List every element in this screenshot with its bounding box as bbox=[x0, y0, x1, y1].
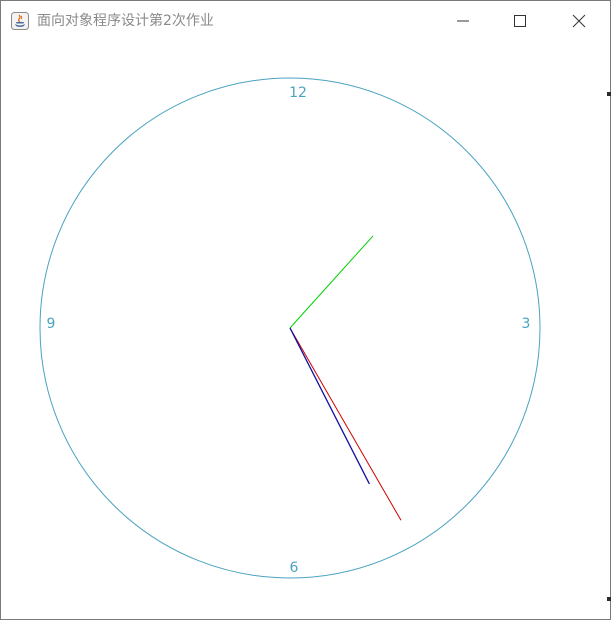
maximize-button[interactable] bbox=[497, 1, 543, 41]
clock-label-3: 3 bbox=[522, 316, 531, 332]
clock-label-12: 12 bbox=[289, 85, 307, 101]
right-edge-mark bbox=[607, 92, 611, 96]
close-icon bbox=[572, 14, 586, 28]
minute-hand bbox=[289, 327, 370, 485]
clock-face bbox=[39, 77, 541, 579]
hour-hand bbox=[289, 235, 374, 329]
maximize-icon bbox=[514, 15, 526, 27]
clock-label-6: 6 bbox=[290, 560, 299, 576]
title-bar[interactable]: 面向对象程序设计第2次作业 bbox=[1, 1, 610, 41]
second-hand bbox=[289, 327, 402, 521]
close-button[interactable] bbox=[556, 1, 602, 41]
java-app-icon bbox=[11, 12, 29, 30]
clock-label-9: 9 bbox=[47, 316, 56, 332]
minimize-icon bbox=[457, 20, 469, 22]
window-title: 面向对象程序设计第2次作业 bbox=[37, 13, 214, 29]
right-edge-mark-bottom bbox=[607, 597, 611, 601]
minimize-button[interactable] bbox=[440, 1, 486, 41]
clock-canvas: 12 3 6 9 bbox=[39, 77, 541, 579]
